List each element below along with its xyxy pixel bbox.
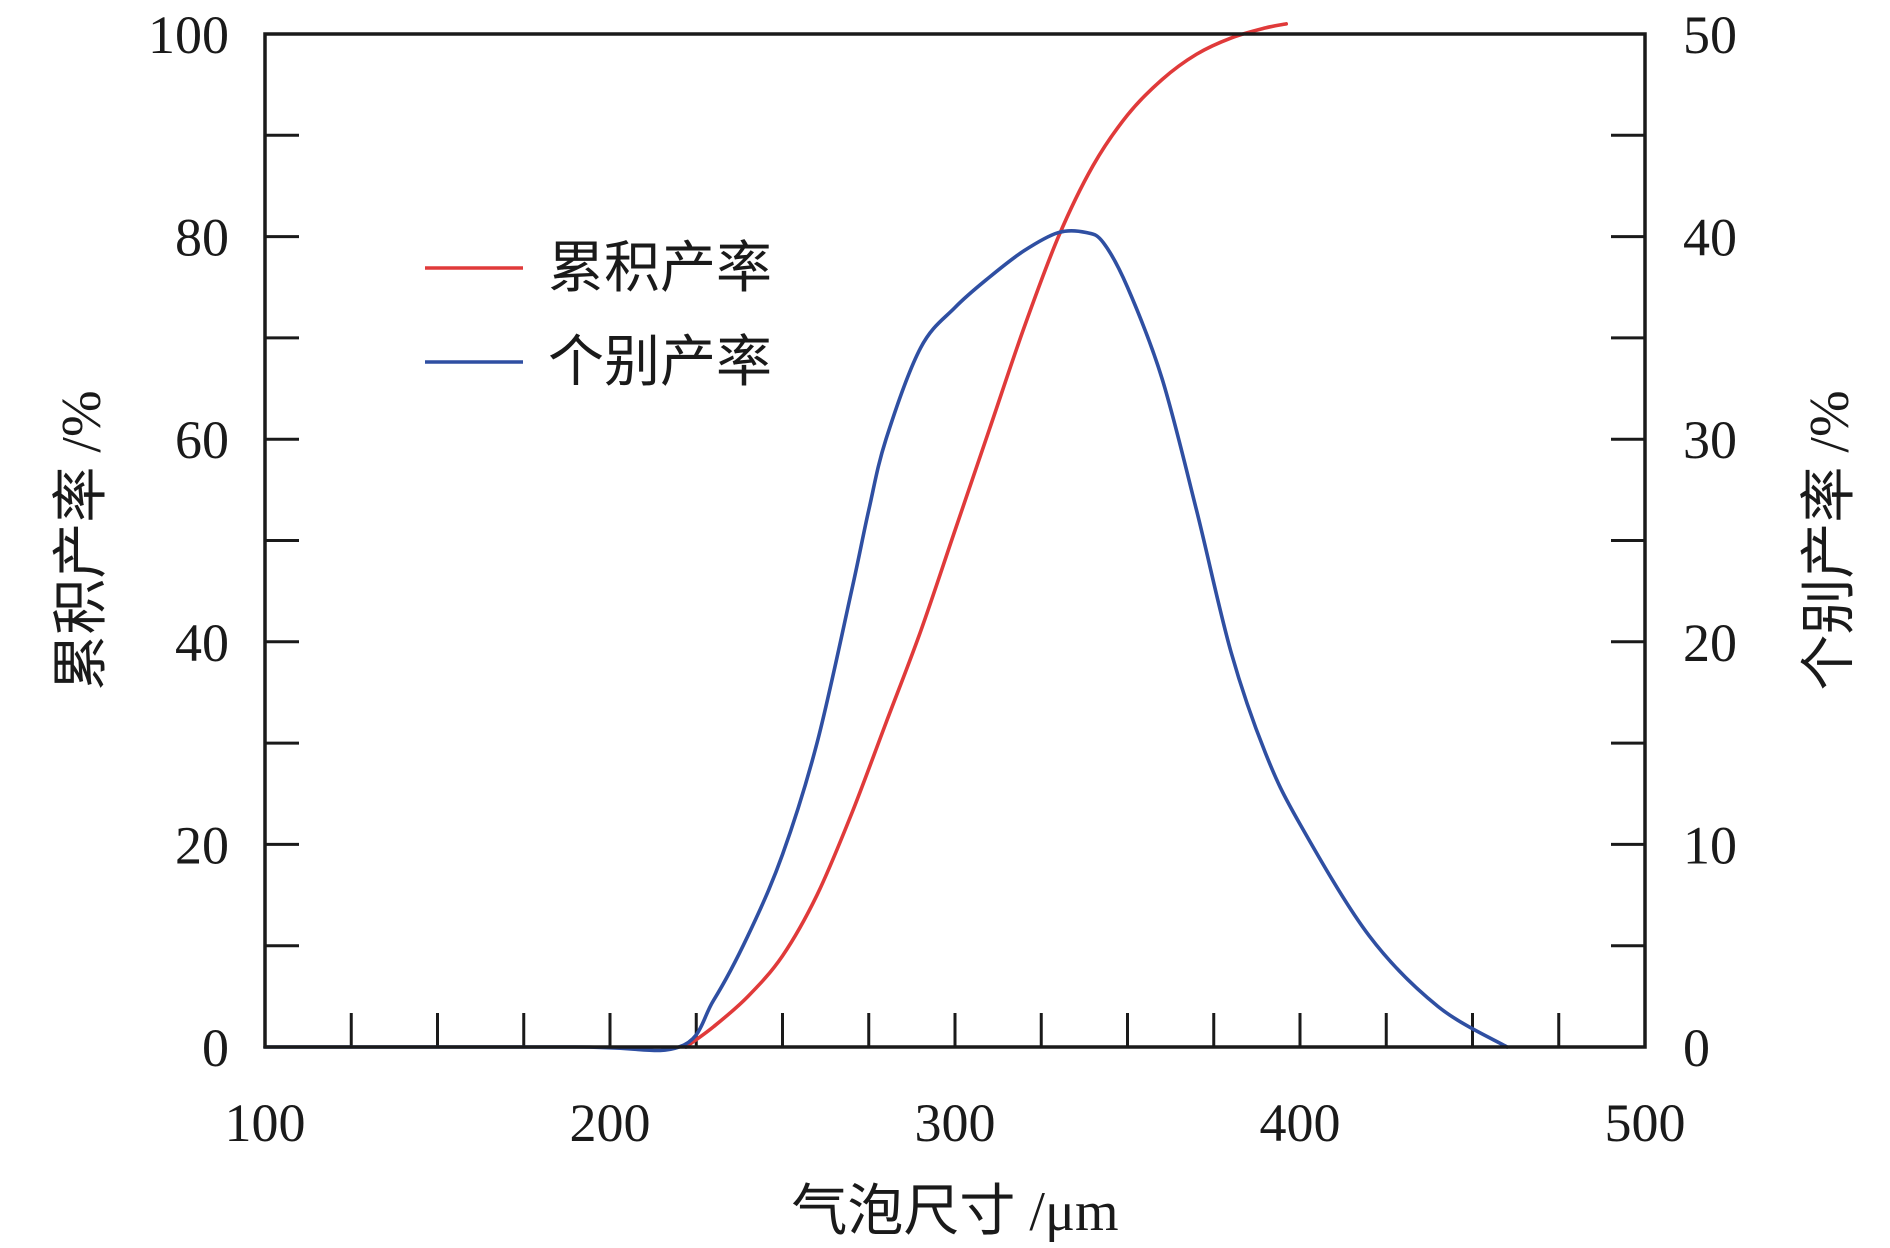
- y-right-tick-label: 20: [1683, 613, 1737, 673]
- y-left-tick-label: 40: [175, 613, 229, 673]
- legend-label: 累积产率: [548, 238, 772, 300]
- y-right-tick-label: 30: [1683, 410, 1737, 470]
- x-tick-label: 400: [1260, 1093, 1341, 1153]
- legend-label: 个别产率: [548, 332, 772, 394]
- x-tick-label: 200: [570, 1093, 651, 1153]
- y-right-tick-label: 50: [1683, 5, 1737, 65]
- y-left-tick-label: 60: [175, 410, 229, 470]
- y-right-tick-label: 0: [1683, 1018, 1710, 1078]
- y-left-tick-label: 0: [202, 1018, 229, 1078]
- tick-labels-layer: 100 200 300 400 500 0 20 40 60 80 100 0 10 20 30 40 50: [148, 5, 1737, 1153]
- x-axis-title: 气泡尺寸 /μm: [791, 1181, 1118, 1243]
- y-left-tick-label: 100: [148, 5, 229, 65]
- x-tick-label: 300: [915, 1093, 996, 1153]
- y-left-tick-label: 20: [175, 815, 229, 875]
- ticks-layer: [263, 32, 1647, 1049]
- y-axis-right-title: 个别产率 /%: [1799, 390, 1861, 690]
- series-layer: [263, 22, 1509, 1053]
- y-right-tick-label: 10: [1683, 815, 1737, 875]
- series-line-0: [684, 22, 1288, 1049]
- plot-frame: [263, 32, 1647, 1049]
- series-line-1: [263, 228, 1509, 1053]
- y-right-tick-label: 40: [1683, 208, 1737, 268]
- y-left-tick-label: 80: [175, 208, 229, 268]
- x-tick-label: 500: [1605, 1093, 1686, 1153]
- y-axis-left-title: 累积产率 /%: [51, 390, 113, 690]
- x-tick-label: 100: [225, 1093, 306, 1153]
